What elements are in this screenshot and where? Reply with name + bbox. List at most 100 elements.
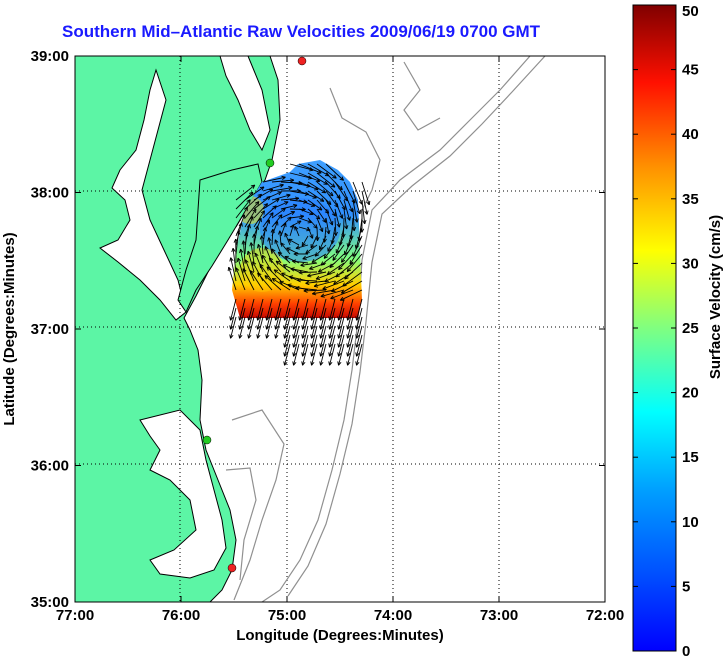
velocity-arrow-head bbox=[263, 203, 268, 206]
velocity-arrow bbox=[311, 316, 318, 339]
velocity-arrow-head bbox=[300, 264, 305, 268]
velocity-arrow-head bbox=[275, 260, 279, 265]
velocity-arrow bbox=[324, 271, 345, 283]
velocity-arrow bbox=[275, 260, 291, 273]
velocity-arrow-head bbox=[262, 227, 266, 232]
velocity-arrow-head bbox=[294, 226, 299, 230]
velocity-arrow bbox=[266, 307, 273, 330]
velocity-arrow bbox=[298, 226, 311, 231]
velocity-arrow-head bbox=[310, 325, 312, 330]
velocity-arrow bbox=[289, 181, 311, 187]
velocity-arrow bbox=[329, 334, 336, 357]
velocity-arrow-head bbox=[327, 248, 332, 252]
velocity-arrow bbox=[235, 184, 256, 201]
velocity-arrow-head bbox=[329, 265, 334, 268]
velocity-arrow bbox=[242, 268, 255, 291]
velocity-arrow bbox=[347, 226, 354, 248]
velocity-arrow-head bbox=[305, 252, 310, 254]
velocity-arrow-head bbox=[342, 282, 345, 287]
velocity-arrow-head bbox=[339, 296, 344, 301]
velocity-arrow-head bbox=[244, 232, 247, 237]
velocity-arrow-head bbox=[240, 248, 244, 253]
velocity-arrow-head bbox=[315, 275, 320, 280]
velocity-arrow bbox=[356, 316, 363, 339]
velocity-arrow-head bbox=[271, 248, 276, 252]
velocity-arrow bbox=[316, 190, 332, 205]
velocity-arrow bbox=[347, 334, 354, 357]
velocity-arrow-head bbox=[329, 352, 333, 357]
velocity-arrow-head bbox=[343, 198, 348, 202]
velocity-arrow bbox=[305, 280, 327, 284]
colorbar-tick-label: 45 bbox=[682, 62, 699, 79]
velocity-arrow-head bbox=[344, 251, 348, 256]
velocity-arrow-head bbox=[241, 222, 243, 227]
velocity-arrow-head bbox=[294, 196, 300, 199]
velocity-arrow bbox=[284, 232, 291, 246]
velocity-arrow-head bbox=[346, 325, 348, 330]
velocity-arrow-head bbox=[280, 242, 285, 246]
velocity-arrow bbox=[320, 316, 327, 339]
velocity-arrow-head bbox=[276, 198, 280, 203]
velocity-arrow-head bbox=[337, 334, 339, 339]
velocity-arrow bbox=[289, 172, 313, 179]
velocity-arrow-head bbox=[275, 316, 279, 321]
velocity-arrow bbox=[235, 267, 246, 291]
velocity-arrow-head bbox=[257, 272, 260, 277]
velocity-arrow-head bbox=[235, 238, 238, 243]
velocity-arrow-head bbox=[344, 225, 348, 230]
velocity-arrow bbox=[290, 268, 309, 273]
velocity-arrow-head bbox=[310, 361, 312, 366]
velocity-arrow-head bbox=[335, 275, 340, 278]
colorbar-tick-label: 10 bbox=[682, 514, 699, 531]
velocity-arrow bbox=[257, 244, 264, 264]
x-tick-label: 72:00 bbox=[586, 607, 624, 624]
velocity-arrow bbox=[295, 287, 318, 291]
velocity-arrow-head bbox=[293, 253, 298, 257]
velocity-arrow-head bbox=[290, 178, 295, 181]
velocity-arrow bbox=[329, 316, 336, 339]
velocity-arrow bbox=[257, 298, 264, 321]
velocity-arrow-head bbox=[231, 248, 234, 253]
velocity-arrow-head bbox=[281, 176, 286, 181]
velocity-arrow-head bbox=[347, 352, 351, 357]
velocity-arrow-head bbox=[293, 325, 297, 330]
velocity-arrow-head bbox=[352, 253, 357, 257]
velocity-arrow-head bbox=[293, 361, 297, 366]
velocity-arrow-head bbox=[301, 243, 306, 247]
velocity-arrow-head bbox=[320, 361, 324, 366]
velocity-arrow bbox=[307, 208, 321, 220]
velocity-arrow bbox=[298, 271, 318, 274]
velocity-arrow-head bbox=[266, 266, 271, 269]
velocity-arrow bbox=[352, 190, 361, 214]
velocity-arrow-head bbox=[281, 272, 285, 277]
velocity-arrow-head bbox=[349, 208, 353, 213]
velocity-arrow bbox=[289, 224, 294, 237]
velocity-arrow bbox=[266, 316, 273, 339]
velocity-arrow bbox=[271, 194, 291, 201]
velocity-arrow bbox=[264, 275, 282, 291]
velocity-arrow-head bbox=[229, 325, 231, 330]
y-tick-label: 35:00 bbox=[31, 594, 69, 611]
velocity-arrow bbox=[280, 197, 299, 201]
velocity-arrow-head bbox=[317, 208, 323, 211]
velocity-arrow-head bbox=[303, 288, 308, 292]
velocity-arrow-head bbox=[303, 290, 308, 293]
colorbar-tick-label: 20 bbox=[682, 385, 699, 402]
velocity-arrow-head bbox=[338, 267, 343, 271]
velocity-arrow-head bbox=[319, 325, 321, 330]
velocity-arrow bbox=[311, 325, 318, 348]
velocity-arrow-head bbox=[319, 246, 323, 251]
velocity-arrow-head bbox=[238, 334, 240, 339]
velocity-arrow bbox=[349, 244, 363, 265]
velocity-arrow-head bbox=[284, 352, 288, 357]
velocity-arrow bbox=[298, 172, 320, 182]
velocity-arrow-head bbox=[301, 207, 306, 210]
velocity-arrow-head bbox=[287, 283, 292, 286]
velocity-arrow-head bbox=[320, 296, 325, 298]
velocity-arrow-head bbox=[356, 316, 360, 321]
velocity-arrow-head bbox=[283, 352, 285, 357]
velocity-arrow bbox=[338, 316, 345, 339]
velocity-arrow-head bbox=[257, 244, 259, 249]
velocity-arrow-head bbox=[321, 197, 325, 202]
velocity-arrow-head bbox=[320, 261, 324, 266]
